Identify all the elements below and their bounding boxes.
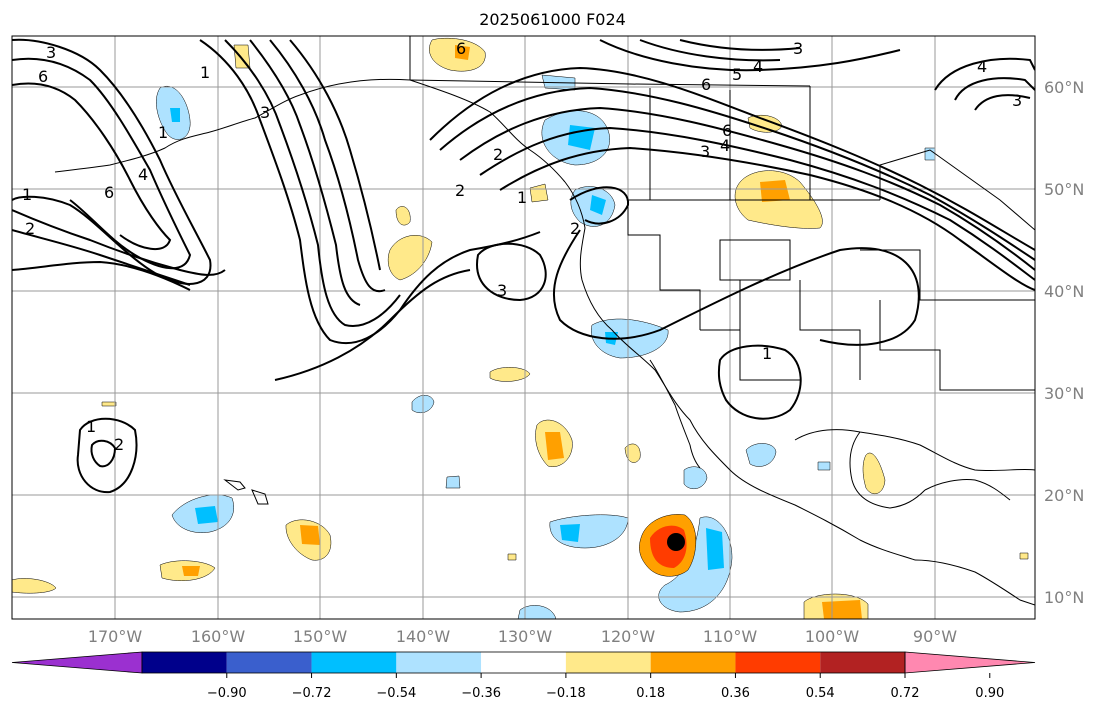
- contour-lines: [12, 38, 1035, 494]
- contour-label: 1: [22, 185, 32, 204]
- contour-label: 6: [38, 67, 48, 86]
- lat-label: 30°N: [1044, 384, 1084, 403]
- lon-label: 140°W: [396, 627, 451, 646]
- colorbar-tick-label: −0.54: [376, 686, 416, 701]
- contour-labels: 3 6 1 2 6 4 1 1 2 3 2 1 6 3 4 6 5 4 3 4 …: [22, 39, 1022, 454]
- lat-label: 40°N: [1044, 282, 1084, 301]
- lon-label: 160°W: [191, 627, 246, 646]
- lat-label: 50°N: [1044, 180, 1084, 199]
- lat-label: 20°N: [1044, 486, 1084, 505]
- contour-label: 2: [25, 219, 35, 238]
- latitude-labels: 60°N 50°N 40°N 30°N 20°N 10°N: [1044, 78, 1084, 607]
- colorbar-tick-label: −0.90: [207, 686, 247, 701]
- page-title: 2025061000 F024: [479, 10, 626, 29]
- contour-label: 2: [570, 219, 580, 238]
- contour-label: 6: [701, 75, 711, 94]
- contour-label: 3: [1012, 91, 1022, 110]
- contour-label: 6: [722, 121, 732, 140]
- shading-layer: [12, 37, 1029, 619]
- colorbar-segment: [565, 652, 651, 673]
- colorbar-tick-label: 0.36: [721, 686, 750, 701]
- colorbar-segment: [735, 652, 821, 673]
- contour-label: 3: [793, 39, 803, 58]
- colorbar-segment: [226, 652, 312, 673]
- contour-label: 1: [200, 63, 210, 82]
- colorbar-segment: [142, 652, 227, 673]
- longitude-labels: 170°W 160°W 150°W 140°W 130°W 120°W 110°…: [88, 627, 957, 646]
- lon-label: 150°W: [293, 627, 348, 646]
- graticule: [12, 36, 1035, 619]
- colorbar-tick-label: −0.72: [292, 686, 332, 701]
- contour-label: 1: [86, 417, 96, 436]
- colorbar-segment: [311, 652, 397, 673]
- storm-center-marker: [667, 533, 685, 551]
- colorbar-segment: [481, 652, 566, 673]
- colorbar-segment: [820, 652, 905, 673]
- contour-label: 6: [104, 183, 114, 202]
- contour-label: 1: [158, 123, 168, 142]
- map-panel: 3 6 1 2 6 4 1 1 2 3 2 1 6 3 4 6 5 4 3 4 …: [12, 36, 1035, 619]
- coastlines: [54, 36, 1035, 606]
- contour-label: 1: [762, 344, 772, 363]
- contour-label: 4: [720, 136, 730, 155]
- colorbar-tick-label: −0.18: [546, 686, 586, 701]
- lon-label: 120°W: [601, 627, 656, 646]
- contour-label: 3: [46, 43, 56, 62]
- lon-label: 90°W: [913, 627, 957, 646]
- contour-label: 3: [260, 103, 270, 122]
- contour-label: 4: [753, 57, 763, 76]
- contour-label: 1: [517, 188, 527, 207]
- lon-label: 130°W: [498, 627, 553, 646]
- contour-label: 5: [732, 65, 742, 84]
- colorbar-tick-label: 0.54: [806, 686, 835, 701]
- colorbar-tick-label: 0.18: [636, 686, 665, 701]
- colorbar-tick-label: −0.36: [461, 686, 501, 701]
- colorbar-segment: [396, 652, 482, 673]
- colorbar: −0.90 −0.72 −0.54 −0.36 −0.18 0.18 0.36 0.54 0.7…: [11, 651, 1036, 701]
- lon-label: 170°W: [88, 627, 143, 646]
- contour-label: 2: [455, 181, 465, 200]
- contour-label: 2: [114, 435, 124, 454]
- colorbar-segment: [650, 652, 736, 673]
- contour-label: 3: [497, 281, 507, 300]
- lon-label: 110°W: [703, 627, 758, 646]
- contour-label: 4: [138, 165, 148, 184]
- contour-label: 6: [456, 39, 466, 58]
- contour-label: 2: [493, 145, 503, 164]
- colorbar-tick-label: 0.72: [891, 686, 920, 701]
- map-frame: [11, 35, 1036, 620]
- lat-label: 60°N: [1044, 78, 1084, 97]
- contour-label: 4: [977, 57, 987, 76]
- colorbar-frame: [141, 651, 906, 674]
- lat-label: 10°N: [1044, 588, 1084, 607]
- colorbar-extend-low: [11, 651, 143, 674]
- contour-label: 3: [700, 142, 710, 161]
- lon-label: 100°W: [805, 627, 860, 646]
- colorbar-extend-high: [904, 651, 1036, 674]
- colorbar-tick-label: 0.90: [975, 686, 1004, 701]
